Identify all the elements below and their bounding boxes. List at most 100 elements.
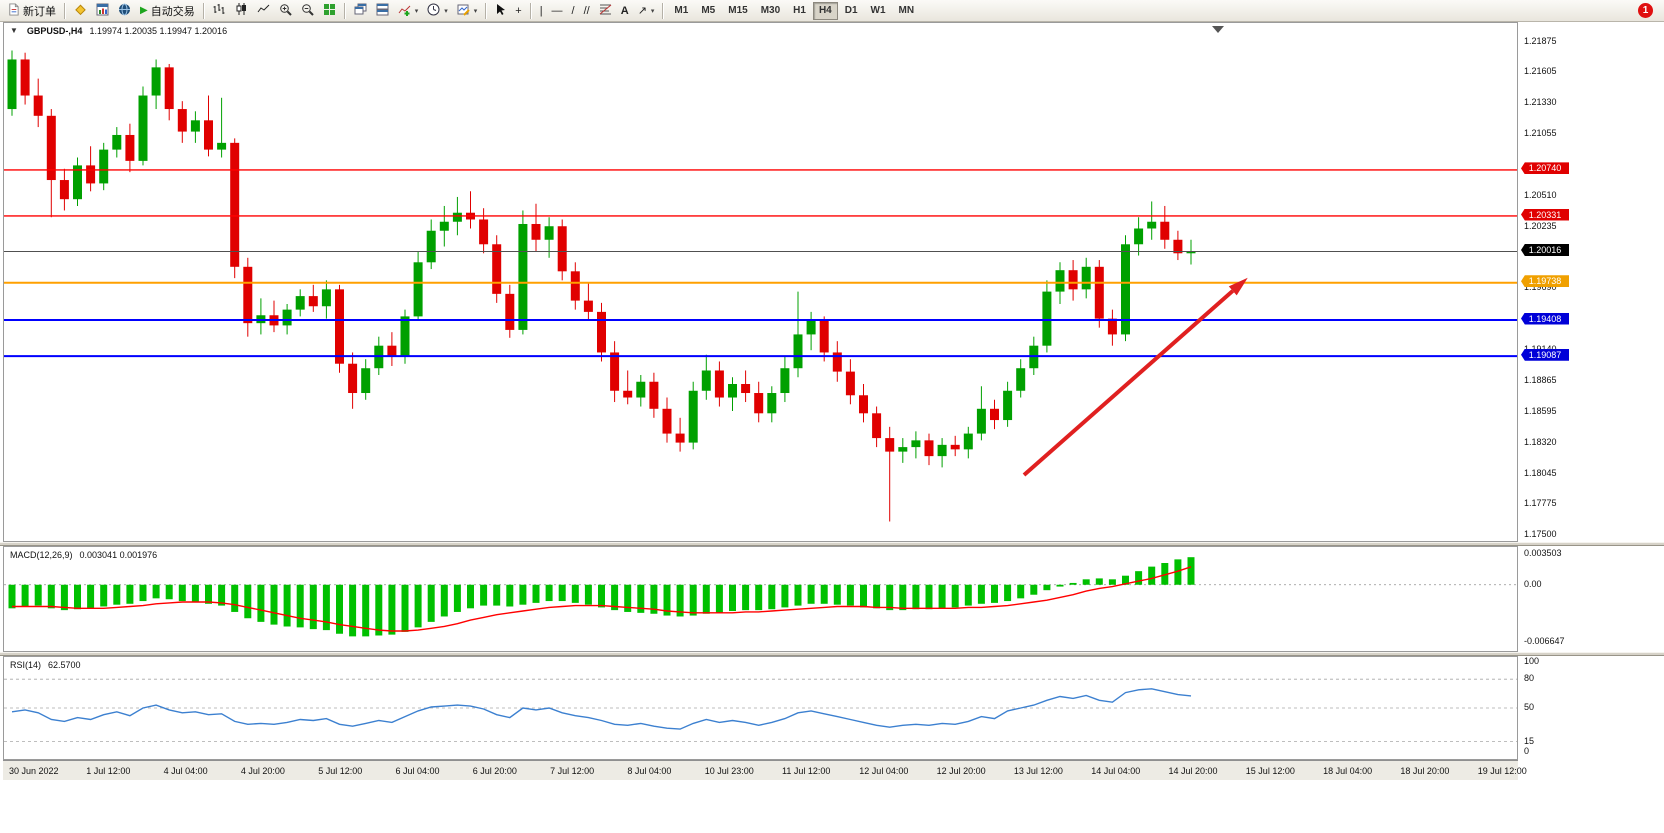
toolbar-separator [662,2,665,19]
line-chart-button[interactable] [253,1,274,21]
channel-tool-button[interactable]: // [580,1,594,21]
price-axis[interactable]: 1.21875 1.21605 1.21330 1.21055 1.20510 1.202… [1521,22,1664,542]
tf-button-m1[interactable]: M1 [668,2,694,20]
toolbar-separator [202,2,205,19]
macd-tick: 0.003503 [1524,548,1562,558]
crosshair-icon: + [515,4,522,17]
time-tick: 18 Jul 20:00 [1400,766,1450,776]
time-tick: 11 Jul 12:00 [782,766,831,776]
price-tick: 1.17500 [1524,529,1557,539]
rsi-tick: 50 [1524,702,1535,712]
tf-button-w1[interactable]: W1 [865,2,892,20]
tile-horizontal-icon [376,3,389,19]
tf-button-mn[interactable]: MN [893,2,921,20]
time-tick: 12 Jul 20:00 [936,766,986,776]
arrow-tool-icon: ↗ [637,4,647,17]
time-tick: 4 Jul 20:00 [240,766,285,776]
time-axis[interactable]: 30 Jun 2022 1 Jul 12:00 4 Jul 04:00 4 Jul 2… [3,760,1527,780]
tf-button-h1[interactable]: H1 [787,2,812,20]
macd-tick: -0.006647 [1524,636,1565,646]
chevron-down-icon: ▾ [414,7,419,15]
tf-button-m15[interactable]: M15 [722,2,753,20]
rsi-tick: 15 [1524,735,1535,746]
new-order-button[interactable]: 新订单 [3,1,60,21]
notification-badge[interactable]: 1 [1638,3,1653,18]
auto-trading-label: 自动交易 [150,5,195,18]
horizontal-line-tool-button[interactable]: — [548,1,567,21]
charts-window-icon [96,3,109,19]
templates-button[interactable]: ▾ [453,1,482,21]
periods-button[interactable]: ▾ [423,1,452,21]
zoom-out-icon [301,3,314,19]
profiles-button[interactable] [114,1,135,21]
tf-button-m30[interactable]: M30 [755,2,786,20]
indicators-icon [398,3,411,19]
tile-windows-button[interactable] [319,1,340,21]
arrows-tool-button[interactable]: ↗ ▾ [634,1,659,21]
macd-label: MACD(12,26,9) [10,550,73,560]
time-tick: 5 Jul 12:00 [318,766,363,776]
price-level-label: 1.19738 [1521,275,1569,288]
auto-trading-button[interactable]: ▶ 自动交易 [136,1,199,21]
candlestick-chart-button[interactable] [231,1,252,21]
bar-chart-button[interactable] [209,1,230,21]
trendline-tool-button[interactable]: / [568,1,579,21]
metaquotes-icon [74,3,87,19]
trendline-icon: / [571,4,575,17]
price-tick: 1.17775 [1524,498,1557,508]
toolbar-separator [485,2,488,19]
macd-chart[interactable] [4,547,1517,651]
time-tick: 1 Jul 12:00 [86,766,131,776]
rsi-label: RSI(14) [10,660,42,670]
price-level-label: 1.19408 [1521,312,1569,325]
fibonacci-icon [599,3,612,18]
crosshair-tool-button[interactable]: + [511,1,525,21]
candlestick-chart[interactable] [4,23,1517,541]
price-level-label: 1.20331 [1521,208,1569,221]
cursor-tool-button[interactable] [491,1,510,21]
symbol-quote-line: 1.19974 1.20035 1.19947 1.20016 [89,26,228,36]
metaquotes-button[interactable] [70,1,91,21]
text-tool-icon: A [620,4,629,17]
vertical-line-tool-button[interactable]: | [536,1,547,21]
macd-header: MACD(12,26,9) 0.003041 0.001976 [10,550,157,560]
price-tick: 1.21875 [1524,36,1557,46]
time-tick: 18 Jul 04:00 [1323,766,1373,776]
time-tick: 6 Jul 20:00 [472,766,517,776]
time-tick: 8 Jul 04:00 [627,766,672,776]
template-icon [457,3,470,19]
panel-splitter[interactable] [0,652,1664,656]
cascade-windows-icon [354,3,367,19]
zoom-out-button[interactable] [297,1,318,21]
macd-tick: 0.00 [1524,578,1542,589]
tf-button-m5[interactable]: M5 [695,2,721,20]
main-chart-panel[interactable]: ▼ GBPUSD-,H4 1.19974 1.20035 1.19947 1.2… [3,22,1518,542]
globe-icon [118,3,131,19]
macd-axis[interactable]: 0.003503 0.00 -0.006647 [1521,546,1664,652]
rsi-header: RSI(14) 62.5700 [10,660,81,670]
bar-chart-icon [213,3,226,18]
panel-splitter[interactable] [0,542,1664,546]
tf-button-h4[interactable]: H4 [812,1,838,20]
rsi-tick: 80 [1524,673,1535,684]
text-tool-button[interactable]: A [617,1,633,21]
cascade-windows-button[interactable] [350,1,371,21]
rsi-axis[interactable]: 100 80 50 15 0 [1521,656,1664,760]
macd-panel[interactable]: MACD(12,26,9) 0.003041 0.001976 [3,546,1518,652]
charts-window-button[interactable] [92,1,113,21]
time-tick: 13 Jul 12:00 [1013,766,1063,776]
rsi-chart[interactable] [4,657,1517,759]
price-level-label: 1.19087 [1521,348,1569,361]
fibonacci-tool-button[interactable] [595,1,616,21]
zoom-in-button[interactable] [275,1,296,21]
symbol-dropdown-icon[interactable]: ▼ [10,26,18,35]
tile-horizontal-button[interactable] [372,1,393,21]
price-tick: 1.20510 [1524,189,1557,200]
chevron-down-icon: ▾ [650,7,655,15]
time-tick: 6 Jul 04:00 [395,766,440,776]
symbol-title: GBPUSD-,H4 [26,26,83,36]
indicators-button[interactable]: ▾ [394,1,423,21]
price-level-label: 1.20016 [1521,244,1569,256]
tf-button-d1[interactable]: D1 [839,2,864,20]
rsi-panel[interactable]: RSI(14) 62.5700 [3,656,1518,760]
